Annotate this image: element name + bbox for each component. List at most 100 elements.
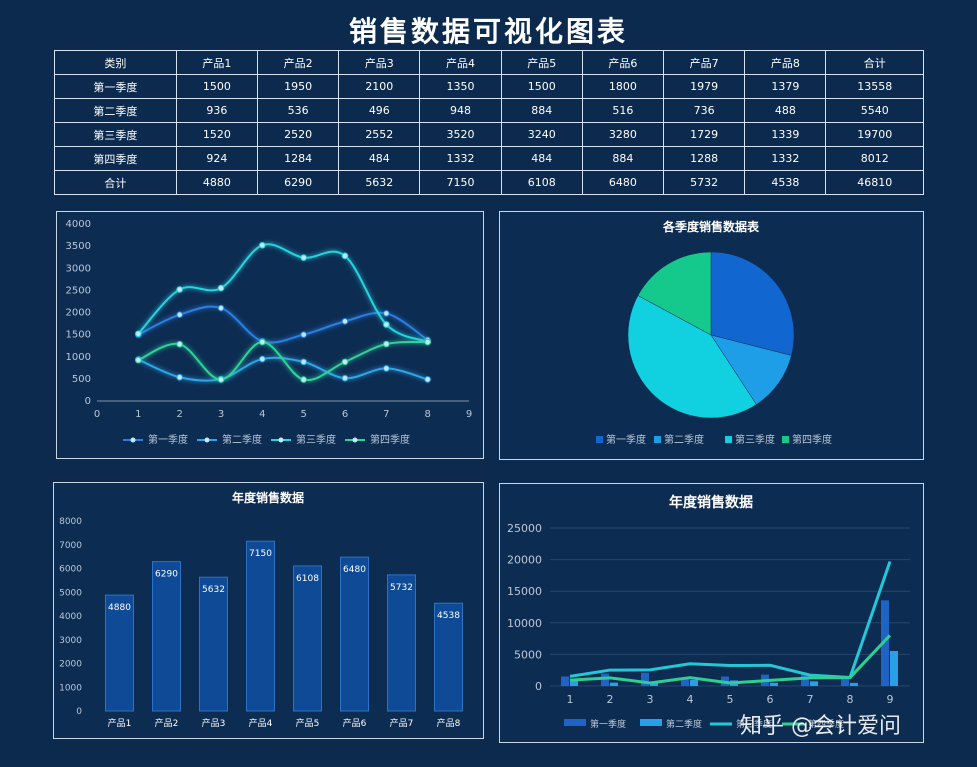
y-tick-label: 20000 (507, 554, 542, 567)
table-cell: 924 (175, 146, 259, 171)
table-cell: 46810 (825, 170, 924, 195)
x-tick-label: 产品5 (296, 717, 320, 729)
table-cell: 1339 (744, 122, 827, 147)
x-tick-label: 8 (424, 409, 430, 420)
pie-slice-4 (637, 251, 712, 336)
x-tick-label: 3 (647, 693, 654, 706)
x-tick-label: 产品8 (437, 717, 461, 729)
x-tick-label: 8 (847, 693, 854, 706)
table-cell: 合计 (54, 170, 177, 195)
data-point (259, 241, 266, 249)
data-point (259, 355, 266, 363)
x-tick-label: 2 (176, 409, 182, 420)
table-cell: 488 (744, 98, 827, 123)
table-header-cell: 产品7 (663, 50, 746, 75)
table-row: 第四季度 924 1284 484 1332 484 884 1288 1332 8012 (54, 146, 924, 171)
table-cell: 8012 (825, 146, 924, 171)
table-header-cell: 类别 (54, 50, 177, 75)
series-line-3 (569, 561, 892, 680)
table-cell: 2100 (338, 74, 421, 99)
legend-swatch (564, 719, 586, 726)
data-point (383, 340, 390, 348)
data-point (383, 310, 390, 317)
table-cell: 536 (257, 98, 340, 123)
x-tick-label: 9 (887, 693, 894, 706)
series-line-4 (569, 634, 892, 685)
legend-marker (130, 437, 136, 443)
bar-1 (841, 677, 849, 686)
bar-1 (105, 594, 134, 712)
series-line-3 (137, 243, 429, 343)
y-tick-label: 2000 (59, 660, 82, 670)
y-tick-label: 1000 (59, 683, 82, 693)
y-tick-label: 7000 (59, 541, 82, 551)
table-header-row: 类别 产品1 产品2 产品3 产品4 产品5 产品6 产品7 产品8 合计 (54, 50, 924, 75)
line-chart-panel: 0 500 1000 1500 2000 2500 3000 3500 4000 0 1 2 3 4 5 6 7… (56, 211, 484, 459)
legend-label: 第三季度 (736, 718, 772, 730)
table-cell: 1332 (419, 146, 502, 171)
table-cell: 13558 (825, 74, 924, 99)
chart-title: 年度销售数据 (669, 494, 753, 511)
table-cell: 1800 (581, 74, 665, 99)
bar-value-label: 4538 (437, 611, 460, 621)
bar-2 (152, 561, 181, 712)
table-cell: 936 (175, 98, 259, 123)
bar-2 (690, 680, 698, 686)
bar-5 (293, 565, 322, 712)
data-point (217, 304, 225, 312)
table-header-cell: 产品6 (581, 50, 665, 75)
table-cell: 6108 (500, 170, 583, 195)
watermark-text: 知乎 @会计爱问 (740, 714, 901, 739)
x-tick-label: 7 (383, 409, 389, 420)
bar-4 (246, 540, 275, 712)
bar-1 (681, 677, 689, 686)
bar-2 (850, 682, 858, 686)
table-cell: 第三季度 (54, 122, 177, 147)
x-tick-label: 5 (300, 409, 306, 420)
y-tick-label: 500 (72, 374, 91, 385)
table-cell: 1500 (175, 74, 259, 99)
table-cell: 第一季度 (54, 74, 177, 99)
bar-2 (890, 650, 898, 686)
y-tick-label: 3000 (59, 636, 82, 646)
table-header-cell: 产品3 (338, 50, 421, 75)
x-tick-label: 产品4 (249, 717, 273, 729)
x-tick-label: 1 (567, 693, 574, 706)
bar-1 (561, 676, 569, 686)
table-cell: 736 (663, 98, 746, 123)
table-cell: 第四季度 (54, 146, 177, 171)
data-point (217, 376, 225, 383)
legend-label: 第二季度 (666, 718, 702, 730)
x-tick-label: 4 (259, 409, 265, 420)
x-tick-label: 6 (767, 693, 774, 706)
table-cell: 3280 (581, 122, 665, 147)
data-point (176, 340, 183, 348)
table-cell: 3240 (500, 122, 583, 147)
bar-2 (570, 680, 578, 686)
table-header-cell: 产品2 (257, 50, 340, 75)
y-tick-label: 2000 (66, 308, 91, 319)
y-tick-label: 4000 (66, 219, 91, 230)
data-point (300, 254, 307, 261)
legend-swatch (640, 719, 662, 726)
x-tick-label: 产品3 (202, 717, 226, 729)
table-row: 第三季度 1520 2520 2552 3520 3240 3280 1729 1339 1970… (54, 122, 924, 147)
x-tick-label: 9 (466, 409, 472, 420)
table-header-cell: 产品4 (419, 50, 502, 75)
x-tick-label: 产品1 (108, 717, 132, 729)
annual-bar-chart: 年度销售数据 0 1000 2000 3000 4000 5000 6000 7000 8000 4… (59, 490, 463, 729)
table-header-cell: 合计 (825, 50, 924, 75)
page-title: 销售数据可视化图表 (348, 15, 628, 48)
x-tick-label: 6 (342, 409, 348, 420)
legend-label: 第二季度 (222, 433, 262, 446)
data-point (424, 338, 431, 346)
chart-title: 各季度销售数据表 (662, 219, 760, 234)
table-cell: 4880 (175, 170, 259, 195)
bar-value-label: 7150 (249, 549, 272, 559)
quarterly-line-chart: 0 500 1000 1500 2000 2500 3000 3500 4000 0 1 2 3 4 5 6 7… (66, 219, 473, 446)
data-point (383, 365, 390, 372)
y-tick-label: 10000 (507, 617, 542, 630)
table-cell: 1979 (663, 74, 746, 99)
table-cell: 3520 (419, 122, 502, 147)
bar-8 (434, 602, 463, 712)
